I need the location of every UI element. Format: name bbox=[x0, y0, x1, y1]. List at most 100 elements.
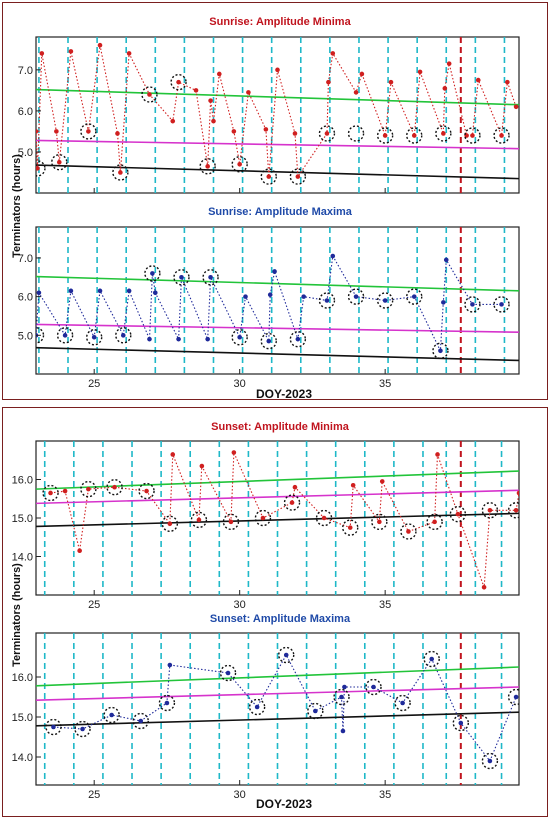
data-point bbox=[260, 515, 266, 521]
data-point bbox=[295, 336, 301, 342]
y-tick-label: 6.0 bbox=[18, 106, 33, 118]
circled-marker bbox=[161, 515, 179, 532]
chart-title: Sunset: Amplitude Minima bbox=[211, 421, 350, 433]
data-point bbox=[458, 720, 464, 726]
circled-marker bbox=[85, 329, 103, 346]
data-point bbox=[379, 479, 385, 484]
circled-marker bbox=[132, 712, 149, 730]
y-axis-label-top: Terminators (hours) bbox=[11, 154, 23, 258]
data-point bbox=[228, 519, 234, 525]
data-point bbox=[147, 336, 152, 342]
sunset-panel-frame bbox=[2, 407, 548, 817]
data-point bbox=[441, 131, 446, 136]
circled-marker bbox=[141, 86, 158, 103]
data-point bbox=[289, 500, 295, 505]
circled-marker bbox=[289, 330, 307, 348]
data-point bbox=[211, 118, 216, 124]
circled-marker bbox=[464, 296, 481, 313]
y-tick-label: 16.0 bbox=[12, 475, 33, 487]
trend-line bbox=[36, 711, 519, 727]
plot-area bbox=[35, 36, 520, 194]
data-point bbox=[231, 450, 237, 455]
data-point bbox=[321, 515, 327, 521]
trend-line bbox=[36, 164, 519, 180]
circled-marker bbox=[493, 296, 510, 313]
circled-marker bbox=[173, 269, 190, 286]
trend-line bbox=[36, 512, 519, 528]
y-tick-label: 5.0 bbox=[18, 330, 33, 342]
circled-marker bbox=[74, 720, 91, 738]
data-point bbox=[176, 79, 181, 85]
data-point bbox=[164, 700, 170, 706]
circled-marker bbox=[464, 127, 481, 144]
circled-marker bbox=[371, 513, 388, 531]
circled-marker bbox=[449, 505, 467, 523]
x-tick-label: 25 bbox=[88, 599, 100, 611]
x-tick-label: 35 bbox=[379, 789, 391, 801]
data-point bbox=[68, 49, 74, 54]
data-point bbox=[170, 452, 176, 457]
data-point bbox=[487, 758, 493, 764]
y-tick-label: 14.0 bbox=[12, 552, 33, 564]
data-point bbox=[513, 508, 519, 513]
circled-marker bbox=[190, 511, 208, 529]
circled-marker bbox=[376, 127, 394, 144]
data-point bbox=[112, 484, 117, 490]
series-line bbox=[50, 452, 519, 588]
circled-marker bbox=[56, 327, 74, 344]
circled-marker bbox=[80, 480, 97, 498]
data-point bbox=[324, 131, 330, 136]
chart-sunrise-minima: Sunrise: Amplitude Minima 5.0 6.0 7.0 bbox=[18, 16, 520, 194]
x-tick-label: 30 bbox=[234, 599, 246, 611]
circled-marker bbox=[248, 698, 266, 716]
data-point bbox=[432, 519, 437, 525]
data-point bbox=[48, 490, 53, 496]
y-tick-label: 15.0 bbox=[12, 712, 33, 724]
data-point bbox=[324, 298, 330, 303]
data-point bbox=[147, 92, 152, 97]
data-point bbox=[77, 548, 82, 554]
data-point bbox=[382, 133, 388, 138]
circled-marker bbox=[115, 327, 132, 344]
data-point bbox=[254, 704, 260, 710]
data-point bbox=[243, 294, 248, 299]
data-point bbox=[443, 257, 449, 263]
data-point bbox=[144, 488, 149, 494]
circled-marker bbox=[481, 752, 499, 770]
circled-marker bbox=[342, 519, 359, 536]
data-point bbox=[442, 86, 448, 91]
circled-marker bbox=[493, 127, 510, 144]
data-point bbox=[51, 724, 56, 730]
data-point bbox=[80, 726, 85, 732]
data-point bbox=[481, 585, 487, 590]
y-tick-label: 5.0 bbox=[18, 147, 33, 159]
data-point bbox=[266, 338, 272, 344]
data-point bbox=[475, 77, 481, 83]
data-point bbox=[193, 88, 199, 93]
data-point bbox=[39, 51, 45, 56]
chart-title: Sunrise: Amplitude Minima bbox=[209, 16, 351, 28]
circled-marker bbox=[202, 269, 219, 286]
x-tick-label: 25 bbox=[88, 789, 100, 801]
data-point bbox=[455, 511, 461, 517]
data-point bbox=[167, 521, 173, 527]
circled-marker bbox=[103, 706, 120, 724]
x-tick-label: 30 bbox=[234, 789, 246, 801]
data-point bbox=[400, 700, 405, 706]
x-axis-label-top: DOY-2023 bbox=[256, 387, 312, 401]
data-point bbox=[167, 662, 173, 668]
circled-marker bbox=[452, 714, 470, 732]
circled-marker bbox=[112, 164, 129, 181]
trend-line bbox=[36, 666, 519, 687]
data-point bbox=[225, 670, 231, 676]
plot-area bbox=[35, 226, 520, 375]
data-point bbox=[330, 253, 336, 259]
circled-marker bbox=[80, 123, 97, 140]
circled-marker bbox=[426, 513, 443, 531]
circled-marker bbox=[376, 292, 394, 309]
y-tick-label: 15.0 bbox=[12, 513, 33, 525]
data-point bbox=[470, 302, 475, 307]
data-point bbox=[199, 463, 205, 469]
data-point bbox=[499, 133, 504, 138]
